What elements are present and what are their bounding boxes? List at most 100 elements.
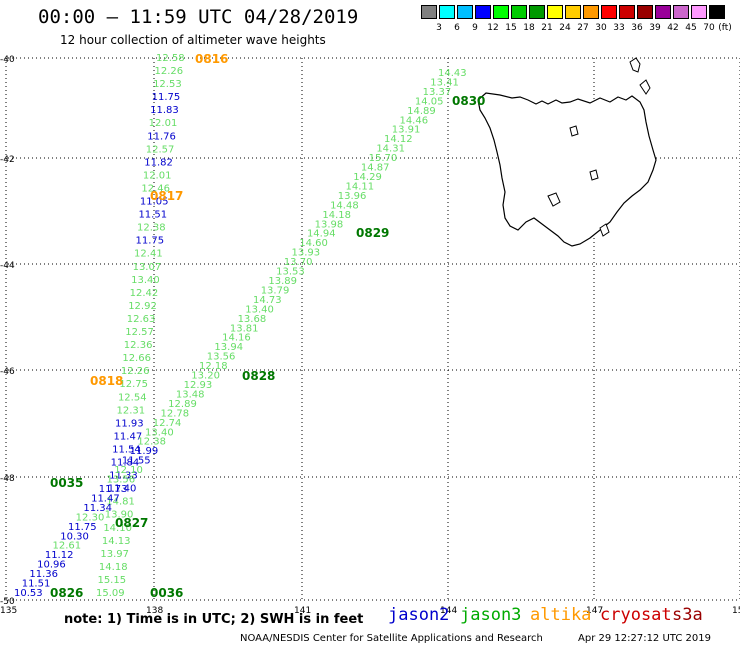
wave-height-value: 12.53 (153, 79, 182, 90)
map-subtitle: 12 hour collection of altimeter wave hei… (60, 33, 326, 47)
latitude-label: -42 (0, 155, 15, 165)
color-scale-label: 24 (559, 23, 571, 33)
color-swatch (673, 5, 689, 19)
wave-height-value: 12.93 (184, 380, 213, 391)
wave-height-value: 12.74 (153, 418, 182, 429)
wave-height-value: 12.36 (124, 340, 153, 351)
wave-height-value: 14.60 (299, 238, 328, 249)
color-scale-label: 33 (613, 23, 625, 33)
wave-height-value: 12.75 (119, 379, 148, 390)
wave-height-value: 13.81 (230, 323, 259, 334)
color-swatch (547, 5, 563, 19)
wave-height-value: 13.96 (338, 191, 367, 202)
wave-height-value: 11.84 (111, 458, 140, 469)
wave-height-value: 10.30 (60, 531, 89, 542)
longitude-label: 138 (146, 606, 163, 616)
wave-height-value: 13.93 (292, 248, 321, 259)
color-scale-unit: (ft) (718, 23, 732, 33)
wave-height-value: 12.57 (146, 144, 175, 155)
wave-height-value: 13.68 (238, 314, 267, 325)
wave-height-value: 10.53 (14, 588, 43, 599)
wave-height-value: 12.26 (121, 366, 150, 377)
wave-height-value: 14.43 (438, 68, 467, 79)
jason3-track-east: 14.4313.4113.3714.0514.8914.4613.9114.12… (14, 68, 467, 599)
wave-height-value: 13.56 (207, 352, 236, 363)
legend-altika: altika (530, 605, 592, 625)
wave-height-value: 12.42 (130, 288, 159, 299)
wave-height-value: 12.58 (156, 53, 185, 64)
wave-height-value: 14.13 (102, 536, 131, 547)
legend-s3a: s3a (672, 605, 703, 625)
color-swatch (529, 5, 545, 19)
wave-height-value: 14.11 (345, 181, 374, 192)
color-scale-label: 39 (649, 23, 661, 33)
color-scale-label: 45 (685, 23, 697, 33)
pass-time-label: 0826 (50, 586, 83, 600)
color-scale-label: 21 (541, 23, 553, 33)
pass-time-label: 0816 (195, 52, 228, 66)
wave-height-value: 11.82 (144, 157, 173, 168)
color-scale-label: 18 (523, 23, 535, 33)
longitude-label: 147 (586, 606, 603, 616)
color-scale-label: 42 (667, 23, 679, 33)
wave-height-value: 12.54 (118, 392, 147, 403)
color-swatch (421, 5, 437, 19)
wave-height-value: 12.31 (116, 405, 145, 416)
wave-height-value: 12.41 (134, 249, 163, 260)
wave-height-value: 11.54 (112, 444, 141, 455)
wave-height-value: 15.15 (97, 575, 126, 586)
color-scale-label: 15 (505, 23, 517, 33)
wave-height-value: 14.46 (399, 115, 428, 126)
color-swatch (565, 5, 581, 19)
wave-height-value: 11.36 (29, 569, 58, 580)
wave-height-value: 13.41 (430, 77, 459, 88)
credit-text: NOAA/NESDIS Center for Satellite Applica… (240, 633, 543, 644)
longitude-label: 135 (0, 606, 17, 616)
color-swatch (457, 5, 473, 19)
wave-height-value: 13.53 (276, 267, 305, 278)
wave-height-value: 14.73 (253, 295, 282, 306)
wave-height-value: 14.18 (322, 210, 351, 221)
generation-timestamp: Apr 29 12:27:12 UTC 2019 (578, 633, 711, 644)
color-swatch (619, 5, 635, 19)
wave-height-value: 13.79 (261, 285, 290, 296)
footer-note: note: 1) Time is in UTC; 2) SWH is in fe… (64, 612, 364, 627)
wave-height-value: 13.40 (145, 427, 174, 438)
wave-height-value: 13.70 (284, 257, 313, 268)
legend-jason3: jason3 (460, 605, 522, 625)
wave-height-value: 13.97 (100, 549, 129, 560)
wave-height-value: 13.89 (268, 276, 297, 287)
wave-height-value: 12.30 (76, 512, 105, 523)
map-title: 00:00 – 11:59 UTC 04/28/2019 (38, 6, 359, 28)
wave-height-value: 14.10 (103, 523, 132, 534)
wave-height-value: 12.38 (137, 223, 166, 234)
wave-height-value: 12.26 (155, 66, 184, 77)
wave-height-value: 11.73 (99, 484, 128, 495)
wave-height-value: 13.37 (423, 87, 452, 98)
wave-height-value: 12.46 (141, 183, 170, 194)
color-scale-label: 3 (436, 23, 442, 33)
wave-height-value: 14.12 (384, 134, 413, 145)
pass-time-label: 0818 (90, 374, 123, 388)
wave-height-value: 13.91 (392, 125, 421, 136)
latitude-label: -44 (0, 261, 15, 271)
wave-height-value: 12.66 (122, 353, 151, 364)
longitude-label: 141 (294, 606, 311, 616)
color-swatch (475, 5, 491, 19)
longitude-label: 150 (732, 606, 740, 616)
wave-height-value: 12.10 (114, 465, 143, 476)
wave-height-value: 12.92 (128, 301, 157, 312)
color-scale-label: 6 (454, 23, 460, 33)
wave-height-value: 11.99 (130, 446, 159, 457)
wave-height-value: 14.87 (361, 163, 390, 174)
color-swatch (709, 5, 725, 19)
wave-height-value: 14.31 (376, 144, 405, 155)
longitude-label: 144 (440, 606, 457, 616)
wave-height-value: 11.75 (152, 92, 181, 103)
color-swatch (601, 5, 617, 19)
color-swatch (583, 5, 599, 19)
pass-time-label: 0827 (115, 516, 148, 530)
color-swatch (439, 5, 455, 19)
wave-height-value: 15.70 (369, 153, 398, 164)
